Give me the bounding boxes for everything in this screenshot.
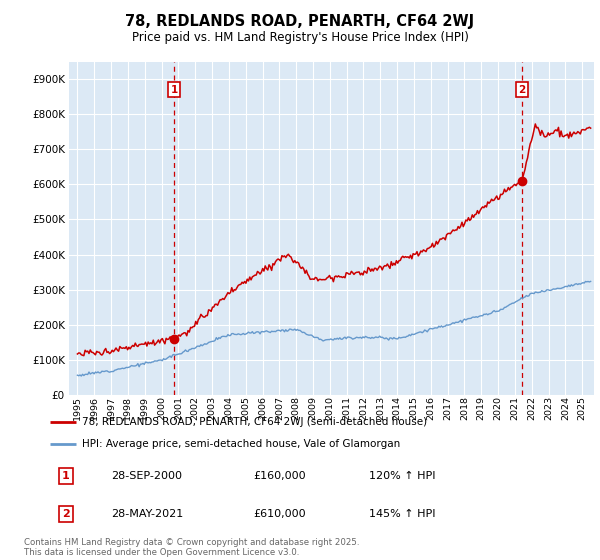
Text: 1: 1 — [62, 471, 70, 481]
Text: 78, REDLANDS ROAD, PENARTH, CF64 2WJ: 78, REDLANDS ROAD, PENARTH, CF64 2WJ — [125, 14, 475, 29]
Text: 145% ↑ HPI: 145% ↑ HPI — [370, 508, 436, 519]
Text: 28-MAY-2021: 28-MAY-2021 — [110, 508, 183, 519]
Text: £610,000: £610,000 — [253, 508, 306, 519]
Text: 78, REDLANDS ROAD, PENARTH, CF64 2WJ (semi-detached house): 78, REDLANDS ROAD, PENARTH, CF64 2WJ (se… — [82, 417, 427, 427]
Text: Price paid vs. HM Land Registry's House Price Index (HPI): Price paid vs. HM Land Registry's House … — [131, 31, 469, 44]
Text: 1: 1 — [170, 85, 178, 95]
Text: 2: 2 — [62, 508, 70, 519]
Text: Contains HM Land Registry data © Crown copyright and database right 2025.
This d: Contains HM Land Registry data © Crown c… — [24, 538, 359, 557]
Text: 2: 2 — [518, 85, 526, 95]
Text: HPI: Average price, semi-detached house, Vale of Glamorgan: HPI: Average price, semi-detached house,… — [82, 438, 400, 449]
Text: 28-SEP-2000: 28-SEP-2000 — [110, 471, 182, 481]
Text: £160,000: £160,000 — [253, 471, 306, 481]
Text: 120% ↑ HPI: 120% ↑ HPI — [370, 471, 436, 481]
